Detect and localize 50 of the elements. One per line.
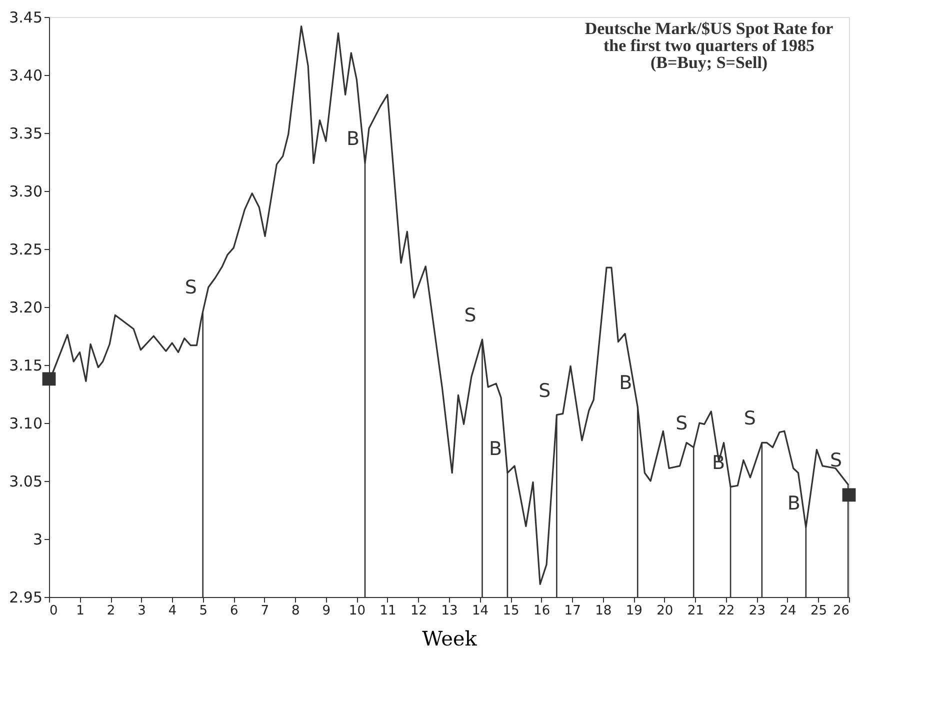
- x-tick-label: 23: [748, 604, 766, 618]
- x-tick-label: 11: [380, 604, 396, 618]
- x-tick-label: 15: [502, 604, 520, 618]
- x-tick-label: 12: [410, 604, 428, 618]
- y-tick-label: 3: [32, 530, 42, 548]
- text: Deutsche Mark/$US Spot Rate for the first two quarters of 1985 (B=Buy; S=Sell): [584, 19, 834, 72]
- annotation: S: [676, 412, 688, 434]
- y-tick-label: 3.40: [9, 66, 42, 84]
- x-tick-label: 19: [626, 604, 642, 618]
- x-tick-label: 16: [534, 604, 550, 618]
- y-tick-label: 3.25: [9, 240, 42, 258]
- annotation: S: [184, 276, 197, 299]
- x-tick-label: 21: [687, 604, 704, 618]
- y-tick-label: 3.30: [9, 182, 42, 200]
- y-tick-label: 3.20: [9, 298, 42, 316]
- x-tick-label: 2: [106, 604, 116, 618]
- x-tick-label: 13: [441, 604, 458, 618]
- x-tick-label: 14: [472, 604, 489, 618]
- annotation: B: [787, 492, 800, 514]
- y-tick-label: 2.95: [9, 588, 42, 606]
- x-tick-label: 1: [76, 604, 84, 618]
- y-tick-label: 3.45: [9, 8, 42, 26]
- x-tick-label: 8: [292, 604, 300, 618]
- annotation: S: [538, 380, 551, 402]
- x-tick-label: 0: [50, 604, 58, 618]
- x-tick-label: 18: [595, 604, 612, 618]
- x-tick-label: 17: [564, 604, 581, 618]
- x-tick-label: 3: [138, 604, 146, 618]
- x-tick-label: 20: [656, 604, 674, 618]
- annotation: S: [464, 304, 476, 326]
- annotation: S: [830, 449, 842, 472]
- x-tick-label: 22: [718, 604, 735, 618]
- x-tick-label: 5: [199, 604, 208, 618]
- x-tick-label: 6: [230, 604, 238, 618]
- x-tick-label: 9: [322, 604, 331, 618]
- x-tick-label: 7: [260, 604, 270, 618]
- annotation: B: [488, 438, 502, 460]
- x-tick-label: 4: [168, 604, 177, 618]
- y-tick-label: 3.35: [9, 124, 42, 142]
- y-tick-label: 3.10: [9, 414, 42, 432]
- y-tick-label: 3.15: [9, 356, 42, 374]
- x-axis-title: Week: [422, 626, 478, 650]
- x-tick-label: 10: [348, 604, 366, 618]
- annotation: S: [744, 408, 756, 430]
- x-tick-label: 24: [780, 604, 796, 618]
- annotation: B: [346, 128, 360, 150]
- x-tick-label: 26: [832, 604, 850, 618]
- y-tick-label: 3.05: [9, 472, 42, 490]
- x-tick-label: 25: [810, 604, 828, 618]
- annotation: B: [619, 372, 632, 394]
